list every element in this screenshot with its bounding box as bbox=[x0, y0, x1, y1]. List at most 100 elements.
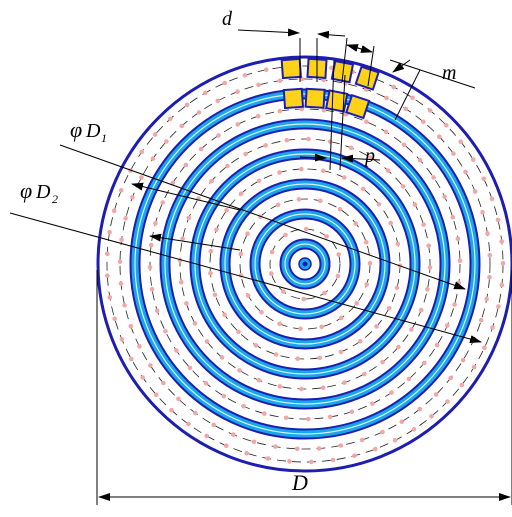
dashed-guide-circle bbox=[119, 78, 491, 450]
marker-dot bbox=[263, 143, 268, 148]
marker-dot bbox=[431, 175, 436, 180]
marker-dot bbox=[309, 459, 314, 465]
marker-dot bbox=[410, 95, 415, 101]
marker-dot bbox=[277, 108, 283, 114]
marker-dot bbox=[111, 208, 117, 214]
marker-dot bbox=[434, 342, 440, 348]
marker-dot bbox=[319, 324, 325, 330]
marker-dot bbox=[184, 301, 189, 306]
marker-dot bbox=[119, 237, 124, 243]
marker-dot bbox=[203, 380, 209, 386]
marker-dot bbox=[321, 107, 327, 113]
marker-dot bbox=[418, 307, 424, 313]
marker-dot bbox=[380, 429, 385, 435]
label-D: D bbox=[291, 470, 308, 495]
yellow-cell bbox=[345, 93, 371, 120]
marker-dot bbox=[235, 89, 240, 94]
marker-dot bbox=[301, 296, 307, 302]
marker-dot bbox=[256, 377, 262, 383]
marker-dot bbox=[370, 401, 375, 406]
label-p: p bbox=[363, 145, 375, 167]
marker-dot bbox=[421, 222, 426, 227]
marker-dot bbox=[305, 416, 311, 422]
marker-dot bbox=[164, 139, 169, 144]
marker-dot bbox=[130, 195, 135, 200]
marker-dot bbox=[149, 286, 155, 292]
marker-dot bbox=[471, 364, 477, 370]
marker-dot bbox=[245, 231, 250, 236]
marker-dot bbox=[320, 385, 326, 391]
marker-dot bbox=[437, 134, 442, 140]
marker-dot bbox=[327, 139, 333, 144]
marker-dot bbox=[495, 217, 501, 223]
marker-dot bbox=[168, 116, 173, 122]
dashed-guide-circle bbox=[149, 108, 461, 420]
marker-dot bbox=[153, 392, 159, 398]
marker-dot bbox=[452, 302, 457, 307]
marker-dot bbox=[383, 129, 389, 135]
marker-dot bbox=[203, 90, 208, 96]
marker-dot bbox=[448, 375, 453, 381]
marker-dot bbox=[395, 241, 401, 247]
marker-dot bbox=[273, 444, 278, 449]
marker-dot bbox=[184, 102, 190, 108]
marker-dot bbox=[374, 324, 379, 329]
marker-dot bbox=[450, 214, 456, 220]
marker-dot bbox=[363, 239, 369, 245]
marker-dot bbox=[128, 324, 134, 329]
marker-dot bbox=[224, 208, 229, 213]
marker-dot bbox=[238, 251, 244, 257]
label-phi-d1-symbol: φ bbox=[70, 117, 82, 142]
marker-dot bbox=[372, 446, 378, 452]
marker-dot bbox=[255, 113, 261, 119]
marker-dot bbox=[256, 82, 261, 88]
marker-dot bbox=[277, 78, 283, 83]
marker-dot bbox=[105, 251, 110, 257]
marker-dot bbox=[444, 123, 449, 128]
marker-dot bbox=[119, 337, 125, 342]
marker-dot bbox=[222, 80, 227, 86]
marker-dot bbox=[215, 98, 220, 104]
channel-ring-highlight bbox=[254, 213, 356, 315]
marker-dot bbox=[170, 180, 176, 186]
label-m: m bbox=[442, 62, 456, 84]
marker-dot bbox=[211, 422, 216, 428]
marker-dot bbox=[180, 236, 185, 242]
marker-dot bbox=[358, 339, 363, 344]
marker-dot bbox=[235, 122, 240, 127]
marker-dot bbox=[160, 200, 165, 205]
marker-dot bbox=[500, 260, 506, 266]
marker-dot bbox=[244, 450, 249, 456]
marker-dot bbox=[401, 142, 407, 148]
marker-dot bbox=[394, 285, 400, 291]
marker-dot bbox=[409, 327, 414, 332]
marker-dot bbox=[259, 310, 264, 315]
marker-dot bbox=[198, 146, 204, 152]
marker-dot bbox=[421, 119, 426, 125]
marker-dot bbox=[455, 236, 461, 242]
label-phi-d1-letter: D bbox=[85, 120, 101, 142]
marker-dot bbox=[118, 188, 124, 193]
marker-dot bbox=[225, 163, 230, 169]
marker-dot bbox=[105, 273, 110, 279]
marker-dot bbox=[342, 380, 347, 385]
marker-dot bbox=[283, 415, 289, 421]
channel-rings bbox=[129, 88, 481, 440]
marker-dot bbox=[478, 317, 484, 323]
marker-dot bbox=[150, 156, 156, 161]
marker-dot bbox=[299, 166, 304, 172]
marker-dot bbox=[496, 304, 501, 309]
marker-dot bbox=[295, 356, 301, 362]
marker-dot bbox=[154, 308, 160, 314]
marker-dot bbox=[399, 419, 405, 425]
marker-dot bbox=[277, 384, 283, 389]
marker-dot bbox=[324, 234, 329, 239]
yellow-cell bbox=[280, 57, 302, 80]
marker-dot bbox=[322, 290, 327, 296]
marker-dot bbox=[317, 198, 323, 204]
label-phi-d2-letter: D bbox=[35, 181, 51, 203]
marker-dot bbox=[139, 149, 145, 155]
marker-dot bbox=[406, 376, 412, 382]
marker-dot bbox=[329, 65, 334, 71]
marker-dot bbox=[253, 343, 259, 348]
